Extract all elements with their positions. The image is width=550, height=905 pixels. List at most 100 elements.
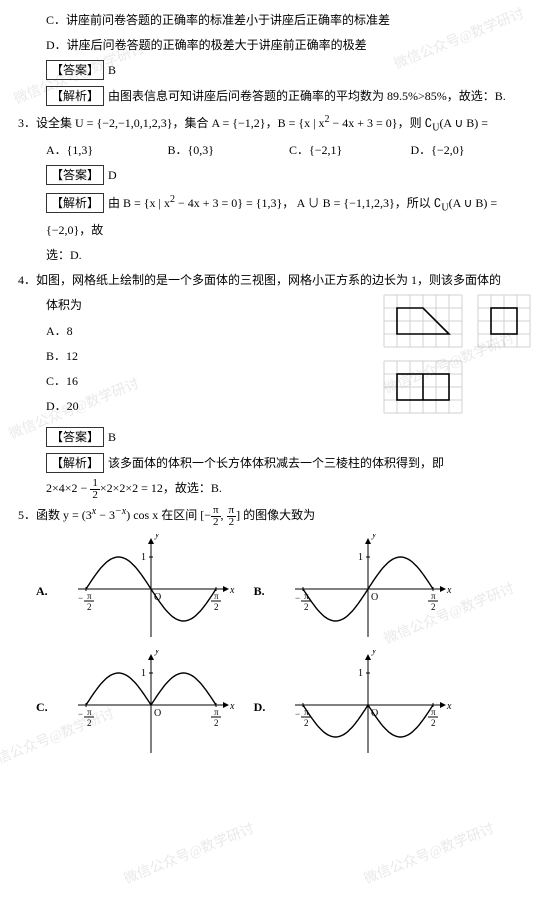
choice-label-d: D. xyxy=(254,695,266,760)
q3-choices: A．{1,3} B．{0,3} C．{−2,1} D．{−2,0} xyxy=(18,138,532,163)
svg-text:2: 2 xyxy=(87,602,92,612)
q5-stem: 5．函数 y = (3x − 3−x) cos x 在区间 [−π2, π2] … xyxy=(18,501,532,528)
fraction-den: 2 xyxy=(90,490,100,501)
svg-text:π: π xyxy=(214,707,219,717)
svg-text:2: 2 xyxy=(304,718,309,728)
answer-label-box: 【答案】 xyxy=(46,427,104,447)
fraction-num: π xyxy=(227,505,237,517)
analysis-text: − 4x + 3 = 0} = {1,3}， A ∪ B = {−1,1,2,3… xyxy=(175,196,441,210)
answer-label-box: 【答案】 xyxy=(46,165,104,185)
svg-text:−: − xyxy=(295,709,300,719)
q4-analysis-cont: 2×4×2 − 12×2×2×2 = 12，故选：B. xyxy=(18,476,532,501)
choice-c: C．{−2,1} xyxy=(289,138,411,163)
svg-text:π: π xyxy=(304,591,309,601)
graph-b: yxO1−π2π2 xyxy=(283,534,453,644)
fraction-num: 1 xyxy=(90,478,100,490)
q4-figures xyxy=(332,293,532,425)
stem-text: ) cos x 在区间 [− xyxy=(126,508,211,522)
choice-label-a: A. xyxy=(36,579,48,644)
three-view-top xyxy=(382,359,464,415)
sub: U xyxy=(441,202,448,213)
svg-text:−: − xyxy=(78,593,83,603)
svg-text:y: y xyxy=(154,534,160,540)
q4-stem: 4．如图，网格纸上绘制的是一个多面体的三视图，网格小正方系的边长为 1，则该多面… xyxy=(18,268,532,293)
q2-analysis: 【解析】由图表信息可知讲座后问卷答题的正确率的平均数为 89.5%>85%，故选… xyxy=(18,84,532,109)
answer-value: B xyxy=(108,430,116,444)
svg-text:1: 1 xyxy=(358,552,363,563)
q3-stem: 3．设全集 U = {−2,−1,0,1,2,3}，集合 A = {−1,2}，… xyxy=(18,109,532,138)
svg-text:−: − xyxy=(295,593,300,603)
svg-text:x: x xyxy=(446,701,452,712)
svg-text:O: O xyxy=(371,592,378,603)
q2-answer: 【答案】 B xyxy=(18,58,532,83)
q3-analysis: 【解析】由 B = {x | x2 − 4x + 3 = 0} = {1,3}，… xyxy=(18,189,532,244)
q5-row-ab: A. yxO1−π2π2 B. yxO1−π2π2 xyxy=(18,534,532,644)
q3-answer: 【答案】 D xyxy=(18,163,532,188)
svg-text:y: y xyxy=(371,534,377,540)
analysis-label-box: 【解析】 xyxy=(46,453,104,473)
graph-d: yxO1−π2π2 xyxy=(283,650,453,760)
fraction-num: π xyxy=(211,505,221,517)
answer-label-box: 【答案】 xyxy=(46,60,104,80)
svg-text:π: π xyxy=(87,707,92,717)
question-number: 4． xyxy=(18,273,36,287)
svg-text:x: x xyxy=(229,701,235,712)
svg-text:y: y xyxy=(371,650,377,656)
stem-text: 设全集 U = {−2,−1,0,1,2,3}，集合 A = {−1,2}，B … xyxy=(36,116,324,130)
choice-a: A．{1,3} xyxy=(46,138,168,163)
q4-answer: 【答案】 B xyxy=(18,425,532,450)
stem-text: − 4x + 3 = 0}，则 ∁ xyxy=(330,116,433,130)
analysis-text: 由 B = {x | x xyxy=(108,196,170,210)
answer-value: D xyxy=(108,168,117,182)
three-view-front xyxy=(382,293,464,349)
question-number: 5． xyxy=(18,508,36,522)
svg-text:π: π xyxy=(87,591,92,601)
stem-text: (A ∪ B) = xyxy=(439,116,488,130)
answer-value: B xyxy=(108,63,116,77)
svg-text:y: y xyxy=(154,650,160,656)
svg-text:π: π xyxy=(431,591,436,601)
analysis-label-box: 【解析】 xyxy=(46,193,104,213)
svg-text:O: O xyxy=(154,708,161,719)
svg-text:−: − xyxy=(78,709,83,719)
question-number: 3． xyxy=(18,116,36,130)
svg-text:1: 1 xyxy=(358,668,363,679)
q3-analysis-cont: 选：D. xyxy=(18,243,532,268)
svg-text:2: 2 xyxy=(431,602,436,612)
svg-text:π: π xyxy=(214,591,219,601)
svg-text:2: 2 xyxy=(87,718,92,728)
svg-text:1: 1 xyxy=(141,668,146,679)
svg-text:2: 2 xyxy=(214,718,219,728)
analysis-text: ×2×2×2 = 12，故选：B. xyxy=(100,481,222,495)
sup: −x xyxy=(115,506,126,517)
svg-text:x: x xyxy=(446,585,452,596)
svg-text:O: O xyxy=(371,708,378,719)
fraction-den: 2 xyxy=(227,517,237,528)
q4-analysis: 【解析】该多面体的体积一个长方体体积减去一个三棱柱的体积得到，即 xyxy=(18,451,532,476)
choice-b: B．{0,3} xyxy=(168,138,290,163)
choice-label-c: C. xyxy=(36,695,48,760)
stem-text: − 3 xyxy=(96,508,115,522)
stem-text: 如图，网格纸上绘制的是一个多面体的三视图，网格小正方系的边长为 1，则该多面体的 xyxy=(36,273,501,287)
watermark: 微信公众号@数学研讨 xyxy=(120,815,260,894)
analysis-text: 该多面体的体积一个长方体体积减去一个三棱柱的体积得到，即 xyxy=(108,456,444,470)
svg-text:x: x xyxy=(229,585,235,596)
choice-d: D．{−2,0} xyxy=(411,138,533,163)
choice-label-b: B. xyxy=(254,579,265,644)
three-view-side xyxy=(476,293,532,349)
graph-a: yxO1−π2π2 xyxy=(66,534,236,644)
q2-option-c: C．讲座前问卷答题的正确率的标准差小于讲座后正确率的标准差 xyxy=(18,8,532,33)
svg-text:2: 2 xyxy=(431,718,436,728)
svg-text:2: 2 xyxy=(214,602,219,612)
analysis-text: 2×4×2 − xyxy=(46,481,90,495)
stem-text: ] 的图像大致为 xyxy=(236,508,315,522)
graph-c: yxO1−π2π2 xyxy=(66,650,236,760)
watermark: 微信公众号@数学研讨 xyxy=(360,815,500,894)
fraction-den: 2 xyxy=(211,517,221,528)
q2-option-d: D．讲座后问卷答题的正确率的极差大于讲座前正确率的极差 xyxy=(18,33,532,58)
q5-row-cd: C. yxO1−π2π2 D. yxO1−π2π2 xyxy=(18,650,532,760)
analysis-label-box: 【解析】 xyxy=(46,86,104,106)
svg-text:O: O xyxy=(154,592,161,603)
svg-text:π: π xyxy=(431,707,436,717)
analysis-text: 由图表信息可知讲座后问卷答题的正确率的平均数为 89.5%>85%，故选：B. xyxy=(108,89,506,103)
